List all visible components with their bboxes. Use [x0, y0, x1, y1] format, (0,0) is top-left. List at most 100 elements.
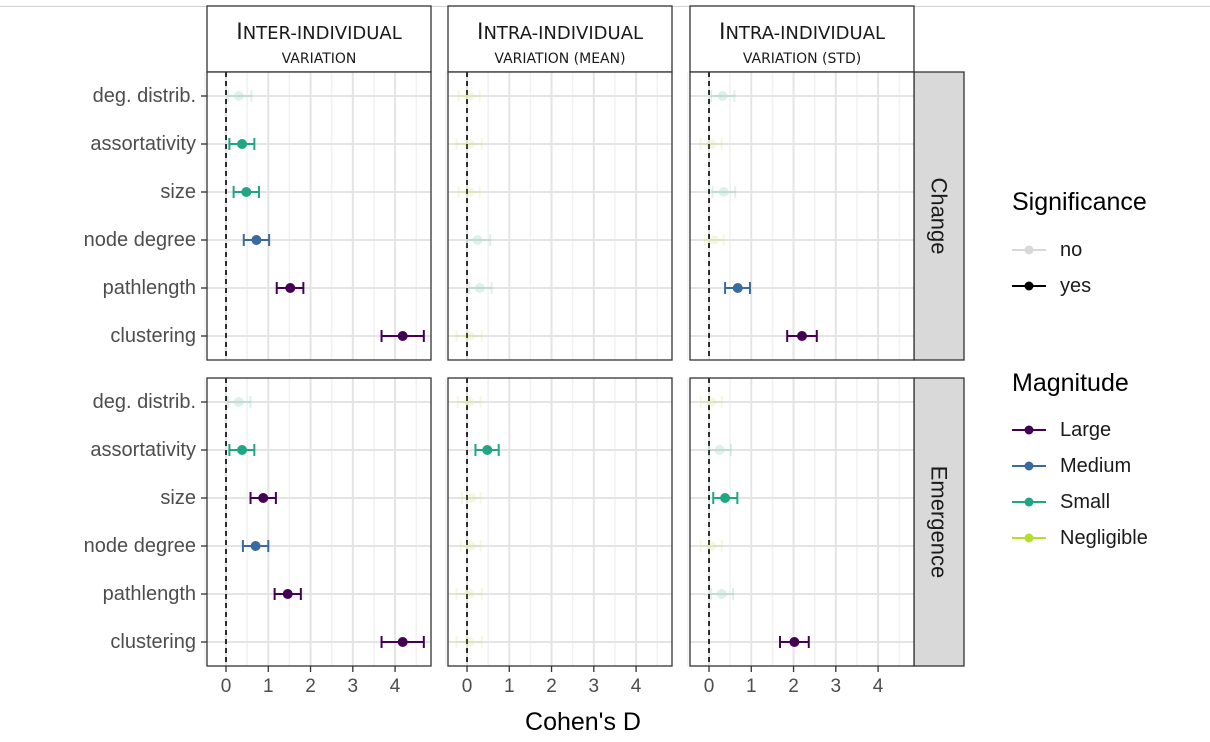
point-size	[711, 186, 737, 198]
y-tick-label: node degree	[84, 229, 196, 251]
point-marker	[466, 493, 477, 503]
y-tick-label: clustering	[110, 325, 196, 347]
point-deg-distrib-	[227, 396, 252, 408]
column-title-1: INTRA-INDIVIDUAL	[477, 20, 643, 45]
point-marker	[797, 331, 807, 341]
point-clustering	[380, 330, 425, 342]
y-tick-label: deg. distrib.	[93, 85, 196, 107]
point-marker	[465, 541, 476, 551]
panels	[204, 71, 915, 667]
point-assortativity	[455, 138, 483, 150]
point-marker	[718, 187, 729, 197]
column-title-2: INTRA-INDIVIDUAL	[719, 20, 885, 45]
point-assortativity	[228, 444, 256, 456]
point-marker	[706, 397, 717, 407]
point-node-degree	[466, 234, 492, 246]
x-tick-label: 4	[631, 676, 642, 697]
column-subtitle-0: VARIATION	[282, 51, 357, 67]
legend-magnitude-dot	[1024, 497, 1034, 507]
point-marker	[482, 445, 493, 455]
legend-magnitude-label: Negligible	[1060, 527, 1148, 549]
panel-1-2	[687, 378, 914, 666]
x-tick-label: 4	[873, 676, 884, 697]
point-marker	[464, 589, 475, 599]
point-marker	[706, 541, 717, 551]
x-tick-label: 0	[704, 676, 715, 697]
panel-0-0	[204, 72, 431, 360]
x-tick-label: 4	[390, 676, 401, 697]
legend-significance-title: Significance	[1012, 188, 1147, 216]
point-marker	[714, 445, 725, 455]
x-axes: 0 1 2 3 4 0 1 2 3 4 0 1 2 3 4	[221, 666, 884, 697]
column-title-0: INTER-INDIVIDUAL	[236, 20, 402, 45]
legend-key-dot	[1024, 281, 1034, 291]
y-tick-label: node degree	[84, 535, 196, 557]
legend-magnitude-dot	[1024, 533, 1034, 543]
point-marker	[464, 139, 475, 149]
point-marker	[282, 589, 293, 599]
legend-magnitude-title: Magnitude	[1012, 369, 1129, 397]
point-marker	[251, 235, 262, 245]
y-tick-label: pathlength	[103, 277, 196, 299]
point-pathlength	[710, 588, 735, 600]
column-subtitle-1: VARIATION (MEAN)	[494, 51, 625, 67]
point-clustering	[779, 636, 810, 648]
panel-background	[448, 378, 672, 666]
panel-0-1	[445, 72, 672, 360]
point-marker	[464, 397, 475, 407]
point-marker	[237, 139, 248, 149]
legend-magnitude-label: Medium	[1060, 455, 1131, 477]
point-pathlength	[468, 282, 493, 294]
x-tick-label: 1	[746, 676, 757, 697]
point-pathlength	[455, 588, 483, 600]
y-tick-label: size	[160, 487, 196, 509]
panel-border	[206, 71, 432, 361]
point-deg-distrib-	[227, 90, 253, 102]
point-pathlength	[275, 282, 305, 294]
point-deg-distrib-	[457, 90, 481, 102]
point-marker	[233, 397, 244, 407]
panel-1-0	[204, 378, 431, 666]
x-tick-label: 2	[788, 676, 799, 697]
point-marker	[237, 445, 248, 455]
column-subtitle-2: VARIATION (STD)	[743, 51, 861, 67]
point-marker	[258, 493, 269, 503]
point-marker	[474, 283, 485, 293]
x-tick-label: 0	[462, 676, 473, 697]
panel-1-1	[445, 378, 672, 666]
panel-border	[689, 377, 915, 667]
point-size	[232, 186, 260, 198]
column-strip-1	[447, 5, 673, 73]
y-tick-label: size	[160, 181, 196, 203]
point-marker	[241, 187, 252, 197]
column-strips: INTER-INDIVIDUAL VARIATION INTRA-INDIVIDUA…	[206, 5, 915, 73]
row-strip-1	[913, 377, 965, 667]
point-node-degree	[242, 234, 271, 246]
panel-border	[447, 71, 673, 361]
x-tick-label: 2	[546, 676, 557, 697]
panel-background	[448, 72, 672, 360]
panel-0-2	[687, 72, 914, 360]
legend-magnitude-dot	[1024, 461, 1034, 471]
point-node-degree	[459, 540, 482, 552]
x-tick-label: 0	[221, 676, 232, 697]
point-marker	[709, 235, 720, 245]
x-axis-title: Cohen's D	[525, 708, 641, 736]
x-tick-label: 3	[348, 676, 359, 697]
point-assortativity	[708, 444, 732, 456]
point-marker	[716, 589, 727, 599]
point-pathlength	[273, 588, 302, 600]
x-tick-label: 3	[589, 676, 600, 697]
point-marker	[397, 637, 408, 647]
point-marker	[464, 91, 475, 101]
legend-key-dot	[1024, 245, 1034, 255]
point-node-degree	[703, 234, 725, 246]
y-tick-label: assortativity	[90, 439, 196, 461]
point-marker	[464, 187, 475, 197]
legend: Significance no yes Magnitude Large Medium Sma…	[1012, 188, 1148, 549]
point-marker	[789, 637, 800, 647]
point-deg-distrib-	[456, 396, 482, 408]
legend-magnitude-label: Small	[1060, 491, 1110, 513]
point-assortativity	[228, 138, 256, 150]
